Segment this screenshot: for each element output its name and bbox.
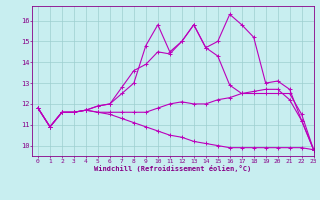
X-axis label: Windchill (Refroidissement éolien,°C): Windchill (Refroidissement éolien,°C) (94, 165, 252, 172)
